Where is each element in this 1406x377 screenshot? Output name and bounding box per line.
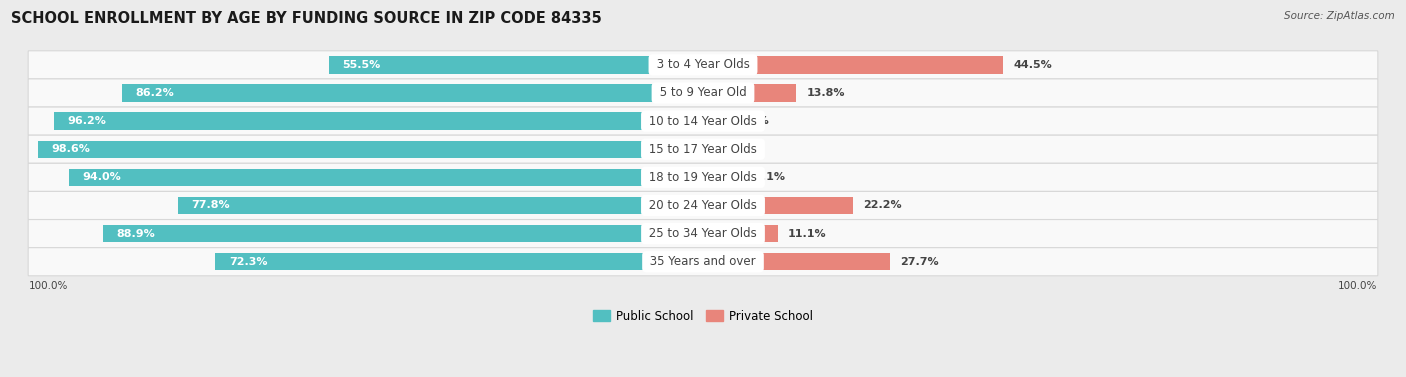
FancyBboxPatch shape: [28, 107, 1378, 135]
FancyBboxPatch shape: [28, 79, 1378, 107]
Bar: [329, 56, 703, 74]
Bar: [703, 141, 713, 158]
FancyBboxPatch shape: [28, 192, 1378, 219]
Bar: [703, 56, 1002, 74]
FancyBboxPatch shape: [28, 51, 1378, 79]
Bar: [38, 141, 703, 158]
Text: 18 to 19 Year Olds: 18 to 19 Year Olds: [645, 171, 761, 184]
Text: 100.0%: 100.0%: [28, 281, 67, 291]
Text: 44.5%: 44.5%: [1014, 60, 1052, 70]
FancyBboxPatch shape: [28, 163, 1378, 192]
Text: 98.6%: 98.6%: [52, 144, 90, 154]
Text: Source: ZipAtlas.com: Source: ZipAtlas.com: [1284, 11, 1395, 21]
Text: 3.8%: 3.8%: [738, 116, 769, 126]
Bar: [703, 197, 853, 214]
Text: 72.3%: 72.3%: [229, 257, 267, 267]
FancyBboxPatch shape: [28, 135, 1378, 163]
Bar: [703, 112, 728, 130]
Bar: [69, 169, 703, 186]
Text: 94.0%: 94.0%: [83, 172, 121, 182]
Text: 88.9%: 88.9%: [117, 228, 156, 239]
Bar: [703, 169, 744, 186]
FancyBboxPatch shape: [28, 248, 1378, 276]
Bar: [215, 253, 703, 270]
Text: SCHOOL ENROLLMENT BY AGE BY FUNDING SOURCE IN ZIP CODE 84335: SCHOOL ENROLLMENT BY AGE BY FUNDING SOUR…: [11, 11, 602, 26]
Text: 15 to 17 Year Olds: 15 to 17 Year Olds: [645, 143, 761, 156]
Text: 10 to 14 Year Olds: 10 to 14 Year Olds: [645, 115, 761, 127]
Bar: [703, 84, 796, 102]
Bar: [104, 225, 703, 242]
Bar: [703, 225, 778, 242]
Bar: [53, 112, 703, 130]
Text: 86.2%: 86.2%: [135, 88, 174, 98]
Text: 77.8%: 77.8%: [191, 201, 231, 210]
Text: 20 to 24 Year Olds: 20 to 24 Year Olds: [645, 199, 761, 212]
Text: 6.1%: 6.1%: [754, 172, 786, 182]
Text: 55.5%: 55.5%: [342, 60, 381, 70]
Text: 35 Years and over: 35 Years and over: [647, 255, 759, 268]
Text: 3 to 4 Year Olds: 3 to 4 Year Olds: [652, 58, 754, 71]
Legend: Public School, Private School: Public School, Private School: [588, 305, 818, 328]
Text: 27.7%: 27.7%: [900, 257, 939, 267]
Text: 1.4%: 1.4%: [723, 144, 754, 154]
FancyBboxPatch shape: [28, 219, 1378, 248]
Text: 5 to 9 Year Old: 5 to 9 Year Old: [655, 86, 751, 100]
Text: 11.1%: 11.1%: [787, 228, 827, 239]
Bar: [703, 253, 890, 270]
Text: 25 to 34 Year Olds: 25 to 34 Year Olds: [645, 227, 761, 240]
Text: 96.2%: 96.2%: [67, 116, 107, 126]
Text: 22.2%: 22.2%: [863, 201, 901, 210]
Bar: [179, 197, 703, 214]
Bar: [121, 84, 703, 102]
Text: 100.0%: 100.0%: [1339, 281, 1378, 291]
Text: 13.8%: 13.8%: [806, 88, 845, 98]
